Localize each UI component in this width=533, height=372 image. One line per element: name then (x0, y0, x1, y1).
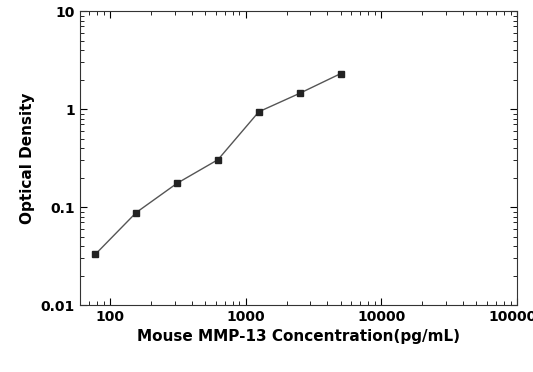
Y-axis label: Optical Density: Optical Density (20, 92, 35, 224)
X-axis label: Mouse MMP-13 Concentration(pg/mL): Mouse MMP-13 Concentration(pg/mL) (137, 330, 460, 344)
